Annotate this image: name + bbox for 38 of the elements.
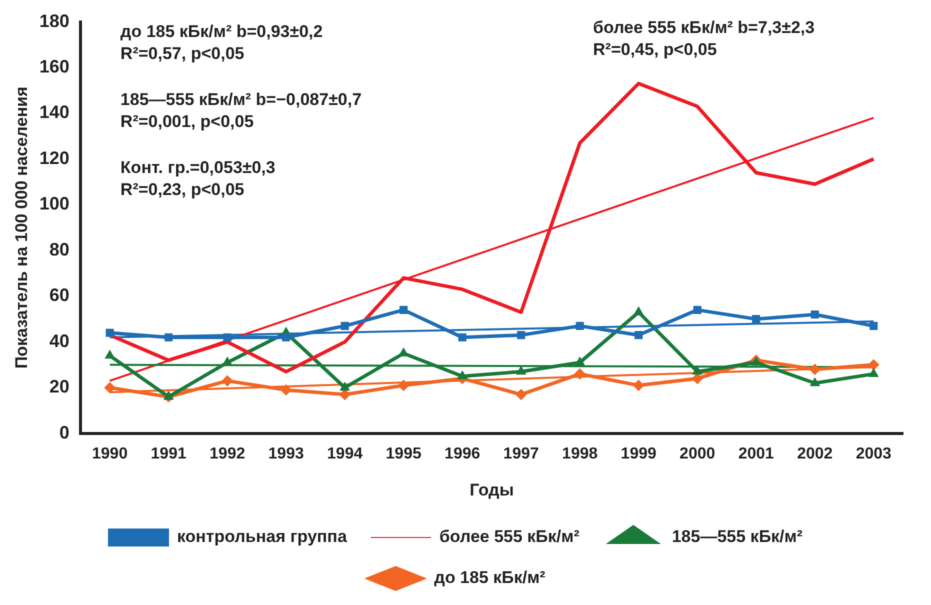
x-tick-label: 2003: [856, 445, 892, 462]
x-tick-label: 1995: [386, 445, 422, 462]
x-tick-label: 1998: [562, 445, 598, 462]
y-tick-label: 40: [49, 330, 70, 351]
y-tick-label: 100: [39, 194, 70, 214]
legend-label: более 555 кБк/м²: [439, 527, 580, 546]
x-tick-label: 2002: [797, 445, 833, 462]
annotation: R²=0,23, p<0,05: [120, 180, 244, 199]
y-tick-label: 120: [39, 148, 70, 168]
annotation: более 555 кБк/м² b=7,3±2,3: [593, 18, 815, 37]
x-tick-label: 1999: [620, 445, 656, 462]
annotation: R²=0,45, p<0,05: [593, 40, 717, 59]
y-tick-label: 20: [49, 376, 70, 397]
legend-label: контрольная группа: [176, 527, 348, 546]
annotation: Конт. гр.=0,053±0,3: [120, 158, 276, 177]
x-tick-label: 1994: [327, 445, 363, 462]
y-tick-label: 60: [49, 285, 70, 306]
x-tick-label: 1993: [268, 445, 304, 462]
x-tick-label: 1996: [444, 445, 480, 462]
x-tick-label: 1991: [150, 445, 186, 462]
x-axis-title: Годы: [470, 480, 514, 500]
legend-label: до 185 кБк/м²: [434, 568, 546, 588]
x-tick-label: 1992: [210, 445, 246, 462]
legend-label: 185—555 кБк/м²: [672, 527, 803, 546]
x-tick-label: 2001: [738, 445, 774, 462]
y-tick-label: 180: [39, 10, 70, 31]
y-tick-label: 160: [39, 56, 70, 76]
x-tick-label: 1997: [503, 445, 539, 462]
x-tick-label: 2000: [680, 445, 716, 462]
annotation: 185—555 кБк/м² b=−0,087±0,7: [120, 90, 362, 109]
annotation: до 185 кБк/м² b=0,93±0,2: [120, 22, 323, 41]
annotation: R²=0,001, p<0,05: [120, 112, 254, 131]
y-tick-label: 0: [59, 422, 70, 442]
x-tick-label: 1990: [92, 445, 128, 462]
annotation: R²=0,57, p<0,05: [120, 44, 244, 63]
y-tick-label: 80: [49, 239, 70, 260]
y-tick-label: 140: [39, 102, 70, 122]
y-axis-title: Показатель на 100 000 населения: [12, 86, 31, 369]
